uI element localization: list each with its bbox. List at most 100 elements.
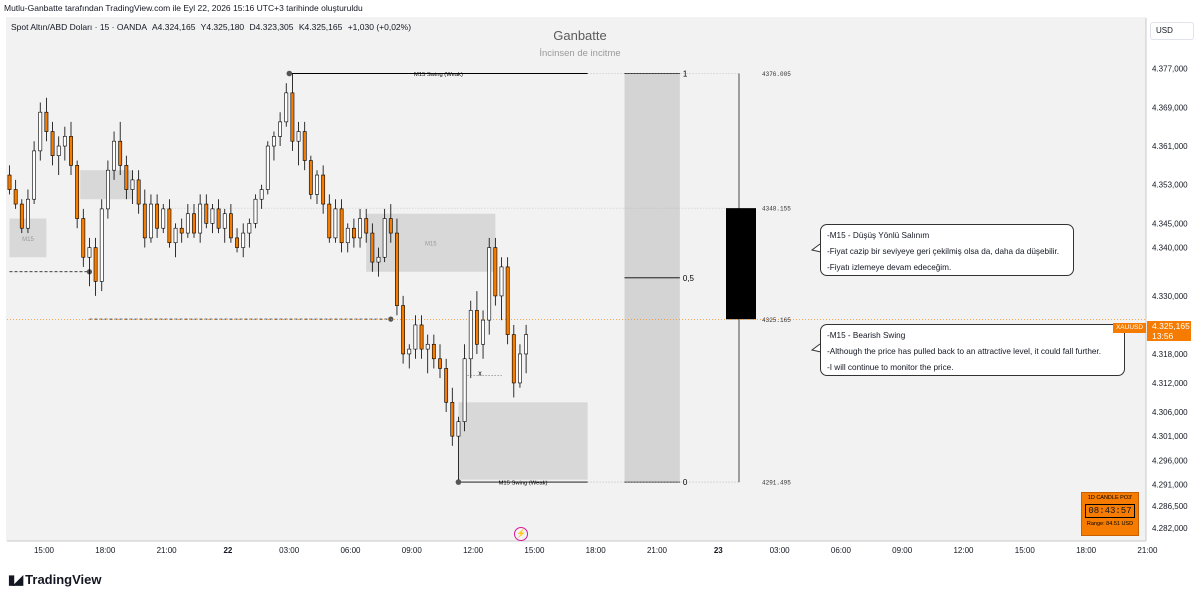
widget-timer: 08:43:57 <box>1085 504 1135 518</box>
attribution-text: Mutlu-Ganbatte tarafından TradingView.co… <box>4 3 363 13</box>
price-tick-label: 4.296,000 <box>1152 456 1188 465</box>
bar-countdown: 13:56 <box>1152 331 1174 341</box>
candle-body <box>112 140 116 171</box>
candle-body <box>302 131 307 161</box>
candle-body <box>81 218 86 258</box>
candle-body <box>505 266 510 335</box>
time-tick-label: 09:00 <box>892 546 913 555</box>
callout-line: -M15 - Düşüş Yönlü Salınım <box>827 231 930 240</box>
candle-body <box>401 305 406 355</box>
time-tick-label: 15:00 <box>1015 546 1036 555</box>
currency-selector[interactable]: USD <box>1150 22 1194 40</box>
candle-body <box>216 208 221 229</box>
candle-body <box>93 247 98 282</box>
callout-pointer <box>810 243 822 253</box>
high-value: Y4.325,180 <box>200 22 245 32</box>
symbol-name[interactable]: Spot Altın/ABD Doları · 15 · OANDA <box>11 22 148 32</box>
price-tick-label: 4.312,000 <box>1152 379 1188 388</box>
candle-timer-widget[interactable]: 1D CANDLE PO3' 08:43:57 Range: 84.51 USD <box>1081 492 1139 536</box>
price-tick-label: 4.353,000 <box>1152 181 1188 190</box>
candle-body <box>413 324 418 350</box>
widget-range: Range: 84.51 USD <box>1086 521 1134 527</box>
time-tick-label: 12:00 <box>953 546 974 555</box>
time-tick-label: 23 <box>714 546 723 555</box>
candle-body <box>259 189 264 200</box>
price-level-label: 4376.005 <box>762 71 791 78</box>
candle-body <box>419 324 424 350</box>
candle-body <box>87 247 92 258</box>
candle-body <box>173 227 178 244</box>
candle-body <box>518 353 522 384</box>
candle-body <box>296 131 301 142</box>
candle-body <box>425 343 430 350</box>
candle-body <box>327 203 332 239</box>
candle-body <box>247 223 252 234</box>
candle-body <box>19 203 24 229</box>
zone-box <box>366 213 496 272</box>
lightning-icon[interactable]: ⚡ <box>514 527 528 541</box>
candle-body <box>210 208 215 224</box>
candle-body <box>222 213 227 229</box>
price-tick-label: 4.291,000 <box>1152 480 1188 489</box>
candle-body <box>315 174 319 195</box>
candle-body <box>56 145 61 157</box>
callout-english[interactable]: -M15 - Bearish Swing -Although the price… <box>820 324 1125 376</box>
price-tick-label: 4.369,000 <box>1152 103 1188 112</box>
time-tick-label: 21:00 <box>1137 546 1158 555</box>
candle-body <box>7 174 12 190</box>
zone-label: M15 <box>22 237 34 243</box>
candle-body <box>499 266 504 297</box>
time-tick-label: 15:00 <box>524 546 545 555</box>
candle-body <box>388 218 393 234</box>
callout-turkish[interactable]: -M15 - Düşüş Yönlü Salınım -Fiyat cazip … <box>820 224 1074 276</box>
range-bar <box>726 208 756 320</box>
time-tick-label: 03:00 <box>770 546 791 555</box>
candle-body <box>130 179 135 190</box>
candle-body <box>438 358 442 369</box>
price-tick-label: 4.345,000 <box>1152 219 1188 228</box>
levels-layer <box>7 18 1147 542</box>
price-tick-label: 4.318,000 <box>1152 350 1188 359</box>
candle-body <box>339 208 344 244</box>
candle-body <box>395 232 399 306</box>
symbol-legend[interactable]: Spot Altın/ABD Doları · 15 · OANDA A4.32… <box>11 22 414 32</box>
watermark-subtitle: İncinsen de incitme <box>539 48 621 59</box>
brand-name: TradingView <box>25 572 102 587</box>
change-value: +1,030 (+0,02%) <box>347 22 412 32</box>
candle-body <box>456 421 461 437</box>
candle-body <box>185 213 190 234</box>
candle-body <box>142 203 147 239</box>
close-value: K4.325,165 <box>298 22 343 32</box>
candle-body <box>321 174 326 205</box>
zones-layer <box>9 73 756 483</box>
time-tick-label: 15:00 <box>34 546 55 555</box>
price-tick-label: 4.340,000 <box>1152 244 1188 253</box>
candle-body <box>370 232 375 263</box>
time-tick-label: 18:00 <box>1076 546 1097 555</box>
price-tick-label: 4.306,000 <box>1152 408 1188 417</box>
price-tick-label: 4.361,000 <box>1152 142 1188 151</box>
candle-body <box>229 213 233 239</box>
x-marker: x <box>478 371 482 378</box>
callout-line: -M15 - Bearish Swing <box>827 331 906 340</box>
candle-body <box>468 310 473 360</box>
price-tick-label: 4.301,000 <box>1152 432 1188 441</box>
candle-body <box>69 136 73 166</box>
candle-body <box>493 247 498 297</box>
fib-level-label: 0,5 <box>683 274 695 283</box>
current-price: 4.325,165 <box>1152 321 1190 331</box>
swing-point <box>388 316 394 322</box>
current-price-tag: 4.325,165 13:56 <box>1147 321 1191 341</box>
candle-body <box>167 208 172 244</box>
price-level-label: 4348.155 <box>762 206 791 213</box>
candle-body <box>284 92 289 123</box>
candle-body <box>481 319 485 345</box>
candle-body <box>38 111 43 152</box>
candle-body <box>308 160 313 195</box>
tradingview-logo[interactable]: ▮◢ TradingView <box>8 572 102 588</box>
callout-line: -Fiyatı izlemeye devam edeceğim. <box>827 263 952 272</box>
candle-body <box>345 227 350 244</box>
price-tick-label: 4.286,500 <box>1152 502 1188 511</box>
swing-point <box>455 479 462 485</box>
